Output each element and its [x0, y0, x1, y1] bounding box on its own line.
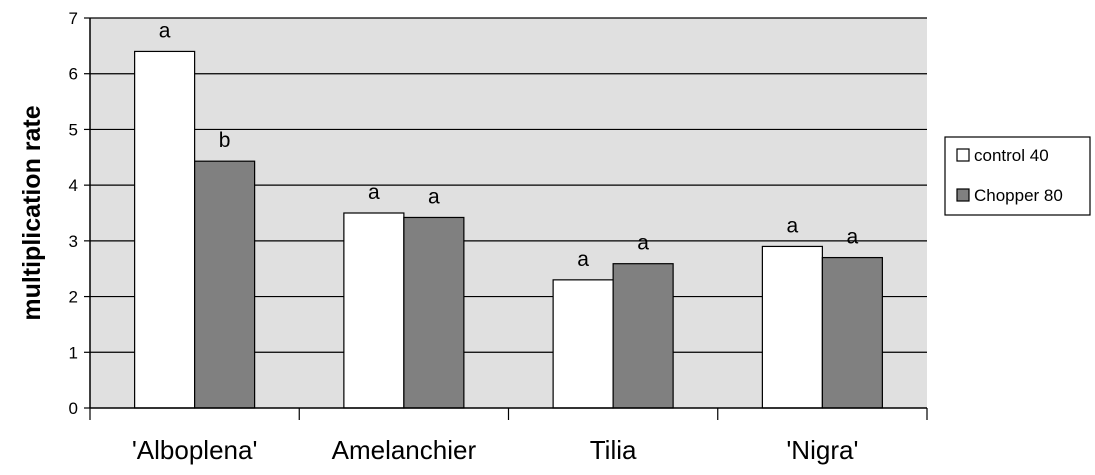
bar-chopper-80-1 [403, 216, 465, 409]
x-tick-label-1: Amelanchier [332, 435, 477, 465]
y-tick-label-3: 3 [69, 232, 78, 251]
data-labels: a b a a a a a a [159, 19, 859, 270]
legend-swatch-chopper-80 [956, 188, 970, 202]
bar-chopper-80-2 [612, 263, 674, 409]
bar-control-40-0 [134, 50, 196, 409]
data-label-0-3: a [787, 214, 799, 237]
bar-control-40-3 [761, 245, 823, 409]
data-label-0-1: a [368, 181, 380, 204]
y-tick-label-2: 2 [69, 288, 78, 307]
data-label-1-3: a [847, 226, 859, 249]
data-label-0-2: a [577, 248, 589, 271]
y-tick-label-6: 6 [69, 65, 78, 84]
y-axis-label: multiplication rate [18, 105, 46, 320]
y-tick-label-5: 5 [69, 120, 78, 139]
x-tick-labels: 'Alboplena' Amelanchier Tilia 'Nigra' [89, 408, 928, 465]
data-label-0-0: a [159, 19, 171, 42]
y-tick-label-4: 4 [69, 176, 78, 195]
bar-chopper-80-3 [821, 256, 883, 409]
bar-control-40-1 [343, 212, 405, 409]
bar-control-40-2 [552, 279, 614, 409]
x-tick-label-2: Tilia [590, 435, 637, 465]
y-tick-labels: 0 1 2 3 4 5 6 7 [69, 9, 90, 418]
data-label-1-2: a [637, 232, 649, 255]
y-tick-label-0: 0 [69, 399, 78, 418]
legend-label-chopper-80: Chopper 80 [974, 186, 1063, 205]
legend-swatch-control-40 [956, 148, 970, 162]
legend: control 40 Chopper 80 [944, 136, 1091, 216]
y-tick-label-1: 1 [69, 343, 78, 362]
data-label-1-1: a [428, 185, 440, 208]
x-tick-label-3: 'Nigra' [786, 435, 858, 465]
data-label-1-0: b [219, 129, 231, 152]
legend-label-control-40: control 40 [974, 146, 1049, 165]
y-tick-label-7: 7 [69, 9, 78, 28]
x-tick-label-0: 'Alboplena' [132, 435, 258, 465]
bar-chopper-80-0 [194, 160, 256, 409]
